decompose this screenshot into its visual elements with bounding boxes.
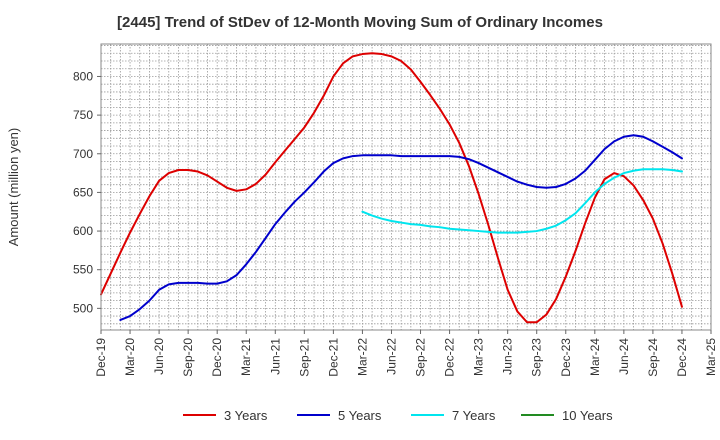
y-tick-label: 650 <box>73 185 93 199</box>
x-tick-label: Sep-20 <box>181 338 195 377</box>
x-tick-label: Dec-20 <box>210 338 224 377</box>
x-tick-label: Sep-23 <box>530 338 544 377</box>
chart-title: [2445] Trend of StDev of 12-Month Moving… <box>117 14 603 31</box>
y-axis-title: Amount (million yen) <box>6 128 21 247</box>
x-tick-label: Sep-24 <box>646 338 660 377</box>
y-tick-label: 550 <box>73 263 93 277</box>
x-tick-label: Jun-21 <box>268 338 282 375</box>
x-tick-label: Dec-22 <box>443 338 457 377</box>
series-lines <box>100 52 683 324</box>
x-tick-label: Dec-24 <box>675 338 689 377</box>
legend-label: 3 Years <box>224 408 268 423</box>
y-tick-label: 750 <box>73 108 93 122</box>
x-tick-label: Mar-22 <box>355 338 369 376</box>
x-tick-label: Jun-24 <box>617 338 631 375</box>
y-tick-label: 500 <box>73 301 93 315</box>
legend-label: 5 Years <box>338 408 382 423</box>
x-tick-label: Mar-24 <box>588 338 602 376</box>
x-tick-label: Dec-21 <box>326 338 340 377</box>
x-tick-label: Mar-25 <box>704 338 718 376</box>
grid <box>101 44 711 330</box>
legend-label: 7 Years <box>452 408 496 423</box>
x-tick-label: Mar-20 <box>123 338 137 376</box>
x-tick-label: Dec-19 <box>94 338 108 377</box>
series-line-5-years <box>119 134 683 321</box>
x-tick-label: Sep-22 <box>414 338 428 377</box>
y-tick-label: 700 <box>73 147 93 161</box>
x-tick-label: Dec-23 <box>559 338 573 377</box>
x-tick-labels: Dec-19 Mar-20 Jun-20 Sep-20 Dec-20 Mar-21 Jun-… <box>94 330 718 377</box>
x-tick-label: Sep-21 <box>297 338 311 377</box>
y-tick-labels: 500 550 600 650 700 750 800 <box>73 69 101 315</box>
legend: 3 Years 5 Years 7 Years 10 Years <box>183 408 613 423</box>
legend-label: 10 Years <box>562 408 613 423</box>
x-tick-label: Mar-23 <box>472 338 486 376</box>
y-tick-label: 800 <box>73 69 93 83</box>
series-line-7-years <box>361 168 683 234</box>
series-line-3-years <box>100 52 683 324</box>
plot-frame <box>100 43 712 331</box>
x-tick-label: Jun-20 <box>152 338 166 375</box>
x-tick-label: Jun-23 <box>501 338 515 375</box>
x-tick-label: Jun-22 <box>384 338 398 375</box>
y-tick-label: 600 <box>73 224 93 238</box>
x-tick-label: Mar-21 <box>239 338 253 376</box>
